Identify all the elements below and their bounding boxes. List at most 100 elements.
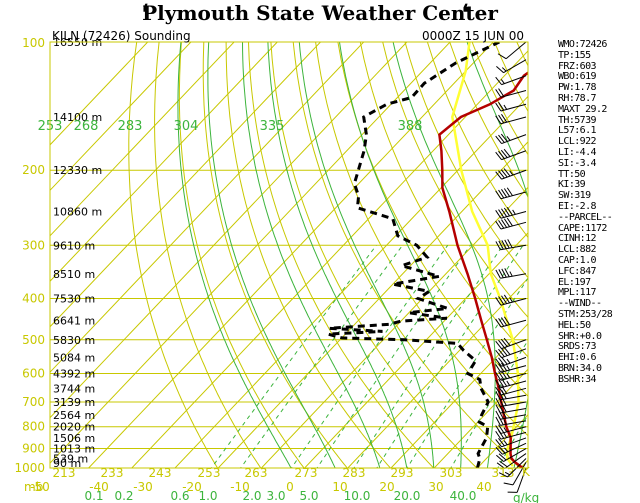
wind-barb [495, 75, 527, 86]
index-item: SI:-3.4 [558, 157, 597, 169]
moist-adiabat-line [207, 42, 336, 468]
wind-barb [495, 356, 527, 367]
isotherm-line [50, 42, 408, 419]
pressure-tick-label: 600 [22, 366, 45, 380]
moist-adiabat-line [267, 42, 408, 468]
index-item: EHI:0.6 [558, 352, 597, 364]
index-item: KI:39 [558, 179, 586, 191]
mixing-ratio-line [210, 244, 377, 468]
index-item: TH:5739 [558, 114, 597, 126]
theta-label: 283 [118, 119, 143, 134]
dry-adiabat-line [154, 42, 262, 468]
moist-adiabat-line [392, 42, 496, 468]
dry-adiabat-line [128, 42, 219, 468]
wind-barb [495, 206, 527, 219]
isotherm-line [50, 42, 278, 282]
dry-adiabat-line [202, 42, 348, 468]
mixing-ratio-tick-label: 0.1 [84, 489, 103, 503]
wind-barb [495, 294, 527, 306]
index-item: PW:1.78 [558, 82, 597, 94]
temperature-tick-label: 20 [379, 480, 394, 494]
isotherm-line [87, 42, 494, 468]
isotherm-line [50, 42, 365, 373]
temperature-tick-label: -40 [89, 480, 109, 494]
wind-barb [495, 437, 527, 448]
index-item: FRZ:603 [558, 60, 597, 72]
index-item: LCL:882 [558, 244, 597, 256]
height-label: 14100 m [53, 111, 102, 124]
index-item: RH:78.7 [558, 92, 597, 104]
index-item: CINH:12 [558, 233, 597, 245]
mixing-ratio-tick-label: 3.0 [266, 489, 285, 503]
kelvin-tick-label: 253 [198, 466, 221, 480]
wind-barb [495, 268, 527, 279]
isotherm-line [50, 42, 149, 146]
dry-adiabat-line [359, 42, 528, 358]
theta-label: 268 [74, 119, 99, 134]
pressure-tick-label: 800 [22, 420, 45, 434]
wind-barb [495, 362, 527, 373]
mixing-ratio-line [450, 339, 528, 468]
wind-barb [496, 448, 527, 462]
pressure-tick-label: 900 [22, 442, 45, 456]
pressure-tick-label: 200 [22, 163, 45, 177]
isotherm-line [50, 42, 192, 192]
kelvin-unit-label: K [522, 465, 531, 479]
height-label: 10860 m [53, 206, 102, 219]
height-label: 8510 m [53, 268, 95, 281]
wind-barb [495, 430, 527, 440]
flag-right-icon: ❛ [462, 0, 470, 26]
isotherm-line [347, 277, 528, 468]
pressure-tick-label: 1000 [14, 461, 45, 475]
index-item: HEL:50 [558, 319, 591, 331]
moist-adiabat-line [177, 42, 292, 468]
isotherm-line [50, 42, 451, 464]
index-item: LFC:847 [558, 265, 597, 277]
pressure-tick-label: 500 [22, 333, 45, 347]
moist-adiabat-line [242, 42, 381, 468]
mixing-ratio-line [376, 245, 524, 468]
index-item: WMO:72426 [558, 39, 607, 50]
isotherm-line [260, 186, 528, 468]
index-item: WBO:619 [558, 71, 597, 83]
isotherm-line [217, 141, 528, 468]
wind-barb [495, 239, 527, 251]
gkg-unit-label: g/kg [513, 491, 539, 503]
index-item: STM:253/28 [558, 308, 613, 320]
grid-layer [50, 42, 528, 468]
wind-barb [495, 168, 527, 180]
height-label: 6641 m [53, 314, 95, 327]
height-label: 5084 m [53, 351, 95, 364]
station-label: KILN (72426) Sounding [52, 29, 191, 43]
isotherm-line [131, 50, 528, 468]
temperature-tick-label: 0 [286, 480, 294, 494]
dry-adiabat-line [315, 42, 528, 437]
kelvin-tick-label: 243 [149, 466, 172, 480]
mixing-ratio-line [240, 245, 403, 468]
height-label: 7530 m [53, 292, 95, 305]
wind-barb [495, 346, 527, 359]
wind-barb [507, 467, 527, 493]
temperature-tick-label: -30 [133, 480, 153, 494]
dry-adiabat-line [292, 42, 521, 468]
index-item: LI:-4.4 [558, 146, 597, 158]
kelvin-tick-label: 293 [391, 466, 414, 480]
wind-barb [495, 133, 527, 145]
sounding-indices-list: WMO:72426 TP:155 FRZ:603 WBO:619 PW:1.78 RH:7… [558, 39, 640, 386]
temperature-tick-label: -50 [30, 480, 50, 494]
index-item: L57:6.1 [558, 125, 597, 137]
page-title: Plymouth State Weather Center [142, 1, 498, 25]
height-label: 3744 m [53, 382, 95, 395]
wind-barb [495, 217, 527, 230]
mixing-ratio-tick-label: 20.0 [394, 489, 421, 503]
temperature-tick-label: 30 [428, 480, 443, 494]
wind-barb-layer [495, 41, 527, 493]
index-item: EI:-2.8 [558, 200, 597, 212]
index-item: BSHR:34 [558, 373, 597, 385]
dry-adiabat-line [404, 42, 528, 279]
height-label: 9610 m [53, 239, 95, 252]
height-label: 2564 m [53, 409, 95, 422]
isotherm-line [50, 42, 322, 328]
isotherm-line [303, 232, 528, 468]
